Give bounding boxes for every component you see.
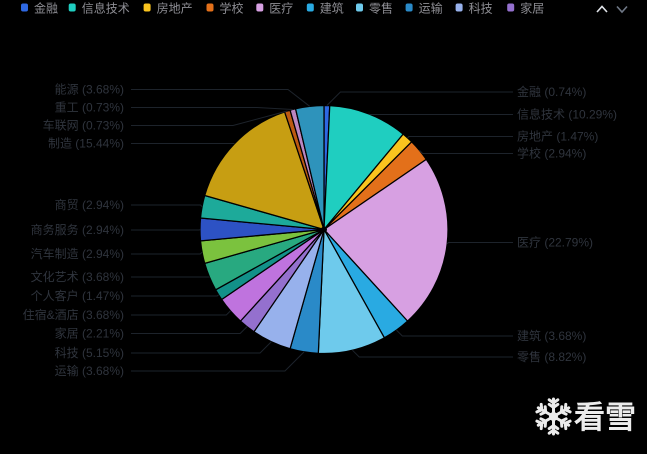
svg-text:商贸 (2.94%): 商贸 (2.94%)	[55, 197, 124, 212]
svg-text:制造 (15.44%): 制造 (15.44%)	[48, 137, 124, 151]
svg-text:商务服务 (2.94%): 商务服务 (2.94%)	[31, 222, 124, 237]
svg-text:住宿&酒店 (3.68%): 住宿&酒店 (3.68%)	[23, 307, 124, 322]
svg-text:汽车制造 (2.94%): 汽车制造 (2.94%)	[31, 246, 124, 261]
svg-text:家居 (2.21%): 家居 (2.21%)	[55, 326, 124, 341]
svg-text:零售 (8.82%): 零售 (8.82%)	[517, 349, 586, 364]
svg-text:运输: 运输	[419, 1, 443, 16]
svg-text:运输 (3.68%): 运输 (3.68%)	[55, 363, 124, 378]
svg-text:房地产 (1.47%): 房地产 (1.47%)	[517, 129, 598, 144]
svg-text:科技: 科技	[469, 2, 493, 16]
svg-text:金融 (0.74%): 金融 (0.74%)	[517, 84, 586, 99]
svg-text:信息技术: 信息技术	[82, 1, 130, 16]
svg-text:零售: 零售	[369, 1, 393, 16]
svg-text:看雪: 看雪	[574, 400, 636, 435]
svg-text:医疗 (22.79%): 医疗 (22.79%)	[517, 236, 593, 250]
svg-text:信息技术 (10.29%): 信息技术 (10.29%)	[517, 107, 617, 122]
svg-text:金融: 金融	[34, 1, 58, 16]
svg-text:医疗: 医疗	[269, 2, 293, 16]
svg-text:车联网 (0.73%): 车联网 (0.73%)	[43, 118, 124, 133]
svg-text:学校 (2.94%): 学校 (2.94%)	[517, 146, 586, 161]
svg-text:房地产: 房地产	[157, 1, 193, 16]
svg-text:学校: 学校	[220, 1, 244, 16]
svg-text:重工 (0.73%): 重工 (0.73%)	[55, 101, 124, 115]
svg-text:个人客户 (1.47%): 个人客户 (1.47%)	[31, 288, 124, 303]
svg-text:能源 (3.68%): 能源 (3.68%)	[55, 83, 124, 97]
svg-text:科技 (5.15%): 科技 (5.15%)	[55, 346, 124, 360]
svg-text:建筑: 建筑	[320, 1, 344, 16]
svg-text:家居: 家居	[520, 1, 544, 16]
svg-text:建筑 (3.68%): 建筑 (3.68%)	[517, 328, 586, 343]
svg-text:文化艺术 (3.68%): 文化艺术 (3.68%)	[31, 269, 124, 284]
